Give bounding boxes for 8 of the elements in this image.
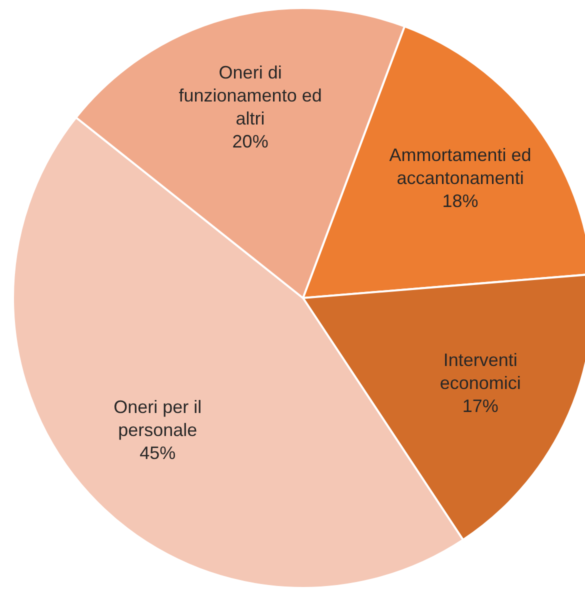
data-label: 17% (462, 396, 498, 416)
slice-label: Oneri di funzionamento ed altri (178, 62, 322, 128)
data-label: 18% (442, 190, 478, 211)
data-label: 45% (140, 442, 176, 463)
slice-label: Interventi economici (440, 350, 521, 393)
slice-label: Oneri per il personale (114, 396, 202, 440)
slice-label: Ammortamenti ed accantonamenti (389, 144, 532, 188)
data-label: 20% (232, 131, 268, 152)
